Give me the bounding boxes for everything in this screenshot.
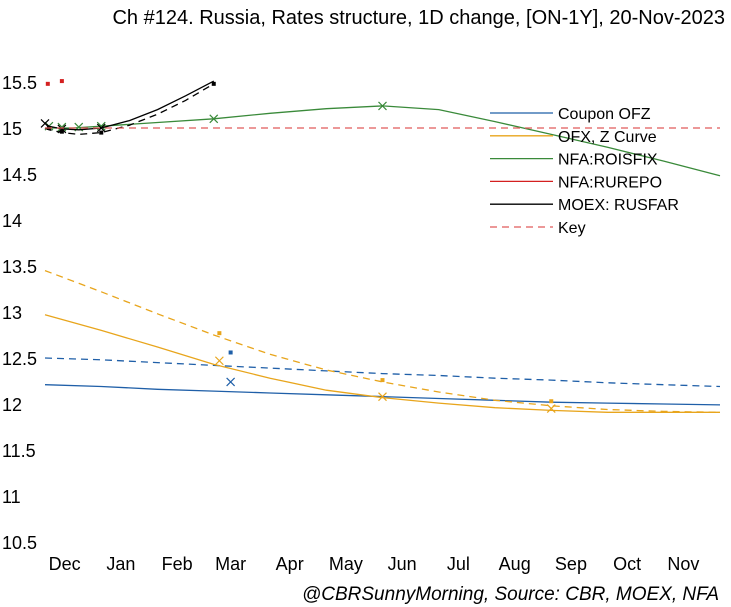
- data-point-x: [378, 101, 387, 111]
- legend-label: Key: [558, 220, 586, 237]
- data-point-x: [96, 123, 106, 133]
- y-tick-label: 15: [2, 119, 22, 139]
- plot-area: [40, 79, 721, 414]
- x-tick-label: Sep: [555, 554, 587, 574]
- x-tick-label: Apr: [276, 554, 304, 574]
- y-tick-label: 10.5: [2, 533, 37, 553]
- x-tick-label: Jun: [388, 554, 417, 574]
- data-point: [228, 350, 233, 355]
- series-line: [44, 314, 720, 413]
- data-point-x: [209, 114, 219, 124]
- x-tick-label: Oct: [613, 554, 641, 574]
- legend-label: NFA:ROISFIX: [558, 152, 658, 169]
- y-tick-label: 14: [2, 211, 22, 231]
- data-point-x: [214, 356, 224, 366]
- x-tick-label: Dec: [49, 554, 81, 574]
- y-tick-label: 13.5: [2, 257, 37, 277]
- source-note: @CBRSunnyMorning, Source: CBR, MOEX, NFA: [302, 584, 719, 605]
- series-line: [44, 357, 721, 388]
- data-point: [59, 79, 64, 84]
- legend: Coupon OFZ OFX, Z Curve NFA:ROISFIX NFA:RUR…: [490, 106, 679, 237]
- legend-label: NFA:RUREPO: [558, 174, 662, 191]
- y-axis-ticks: 15.5 15 14.5 14 13.5 13 12.5 12 11.5 11 10.5: [2, 73, 37, 553]
- data-point: [59, 129, 64, 134]
- data-point-x: [226, 377, 236, 387]
- x-tick-label: Aug: [499, 554, 531, 574]
- x-tick-label: Jan: [106, 554, 135, 574]
- data-point-x: [57, 122, 67, 132]
- y-tick-label: 15.5: [2, 73, 37, 93]
- data-point: [211, 81, 216, 86]
- y-tick-label: 13: [2, 303, 22, 323]
- y-tick-label: 12.5: [2, 349, 37, 369]
- y-tick-label: 12: [2, 395, 22, 415]
- series-group: [44, 314, 720, 414]
- series-line: [44, 269, 721, 413]
- data-point: [217, 331, 222, 336]
- legend-label: OFX, Z Curve: [558, 129, 657, 146]
- x-tick-label: May: [329, 554, 363, 574]
- x-tick-label: Mar: [215, 554, 246, 574]
- series-line: [44, 83, 215, 136]
- series-group: [45, 79, 64, 86]
- series-group: [44, 350, 721, 388]
- y-tick-label: 11: [2, 487, 21, 507]
- y-tick-label: 14.5: [2, 165, 37, 185]
- data-point-x: [378, 392, 387, 402]
- data-point: [99, 130, 104, 135]
- chart-title: Ch #124. Russia, Rates structure, 1D cha…: [112, 7, 725, 29]
- series-line: [44, 384, 721, 406]
- y-tick-label: 11.5: [2, 441, 36, 461]
- series-group: [44, 269, 721, 413]
- data-point: [45, 81, 50, 86]
- legend-label: Coupon OFZ: [558, 106, 651, 123]
- data-point: [380, 378, 385, 383]
- series-group: [44, 81, 216, 136]
- x-tick-label: Nov: [667, 554, 699, 574]
- x-tick-label: Feb: [162, 554, 193, 574]
- x-axis-ticks: Dec Jan Feb Mar Apr May Jun Jul Aug Sep Oct Nov: [49, 554, 700, 574]
- series-line: [44, 80, 215, 131]
- data-point: [549, 399, 554, 404]
- legend-label: MOEX: RUSFAR: [558, 197, 679, 214]
- x-tick-label: Jul: [447, 554, 470, 574]
